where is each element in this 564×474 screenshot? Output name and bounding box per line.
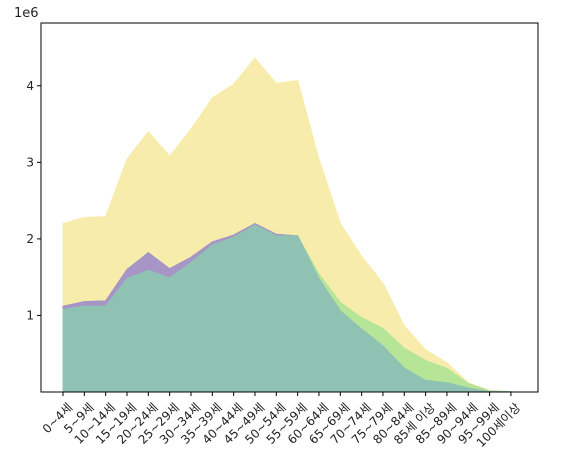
y-tick-label: 1 [26, 308, 34, 322]
y-axis: 1 2 3 4 [26, 79, 41, 322]
x-axis: 0~4세5~9세10~14세15~19세20~24세25~29세30~34세35… [40, 392, 523, 450]
y-axis-multiplier: 1e6 [14, 6, 39, 21]
y-tick-label: 2 [26, 232, 34, 246]
y-tick-label: 4 [26, 79, 34, 93]
axes-frame [40, 22, 539, 393]
area-series-group [62, 57, 512, 393]
y-tick-label: 3 [26, 155, 34, 169]
